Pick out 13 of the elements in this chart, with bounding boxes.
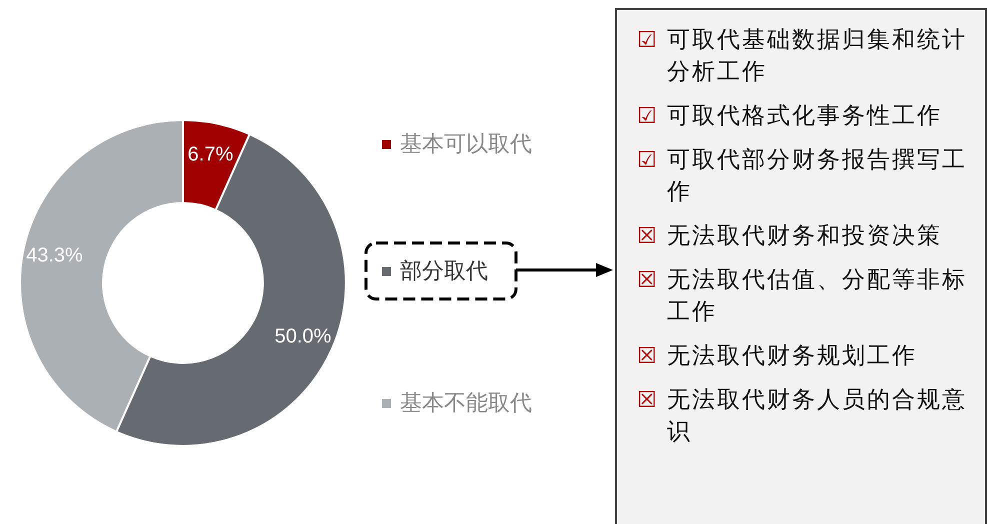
text: ☒ 无法取代估值、分配等非标工作	[637, 266, 968, 326]
text: ☑ 可取代格式化事务性工作	[637, 102, 942, 130]
legend-label: 基本不能取代	[400, 389, 532, 417]
data-label: 43.3%	[26, 244, 84, 267]
data-label: 50.0%	[274, 326, 332, 348]
data-label: 6.7%	[188, 143, 234, 166]
legend-label: 基本可以取代	[400, 130, 532, 158]
text: ☑ 可取代部分财务报告撰写工作	[637, 146, 968, 206]
text: ☑ 可取代基础数据归集和统计分析工作	[637, 26, 968, 86]
text: ☒ 无法取代财务规划工作	[637, 342, 917, 370]
legend-label: 部分取代	[400, 257, 488, 285]
text: ☒ 无法取代财务和投资决策	[637, 222, 942, 250]
text: ☒ 无法取代财务人员的合规意识	[637, 386, 968, 446]
